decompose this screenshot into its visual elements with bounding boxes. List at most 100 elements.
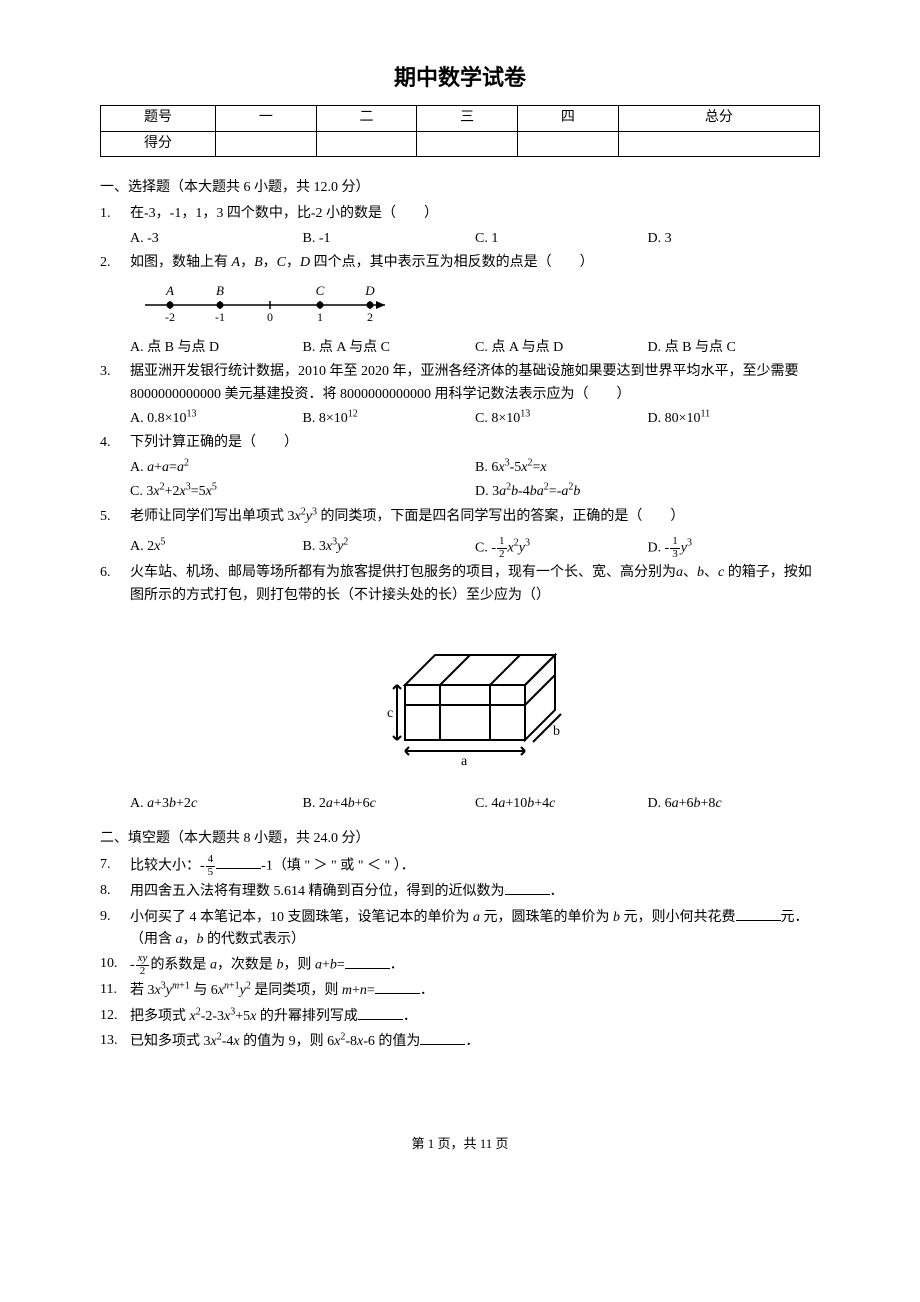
question: 6. 火车站、机场、邮局等场所都有为旅客提供打包服务的项目，现有一个长、宽、高分… bbox=[100, 562, 820, 816]
fill-blank bbox=[420, 1030, 465, 1045]
option-a: A. 2x5 bbox=[130, 536, 303, 560]
option-c: C. 3x2+2x3=5x5 bbox=[130, 481, 475, 503]
table-row: 题号 一 二 三 四 总分 bbox=[101, 106, 820, 131]
option-c: C. -12x2y3 bbox=[475, 536, 648, 560]
option-d: D. -13y3 bbox=[648, 536, 821, 560]
question-text: 已知多项式 3x2-4x 的值为 9，则 6x2-8x-6 的值为． bbox=[130, 1030, 820, 1053]
section-heading: 一、选择题（本大题共 6 小题，共 12.0 分） bbox=[100, 177, 820, 199]
svg-text:c: c bbox=[387, 706, 393, 721]
question-text: 若 3x3ym+1 与 6xn+1y2 是同类项，则 m+n=． bbox=[130, 979, 820, 1002]
question: 10. -xy2的系数是 a，次数是 b，则 a+b=． bbox=[100, 953, 820, 977]
option-c: C. 1 bbox=[475, 228, 648, 250]
svg-text:B: B bbox=[216, 283, 224, 298]
question: 3. 据亚洲开发银行统计数据，2010 年至 2020 年，亚洲各经济体的基础设… bbox=[100, 361, 820, 430]
cell bbox=[618, 131, 819, 156]
svg-text:-1: -1 bbox=[215, 310, 225, 324]
question-text: -xy2的系数是 a，次数是 b，则 a+b=． bbox=[130, 953, 820, 977]
svg-text:-2: -2 bbox=[165, 310, 175, 324]
svg-text:1: 1 bbox=[317, 310, 323, 324]
question: 13. 已知多项式 3x2-4x 的值为 9，则 6x2-8x-6 的值为． bbox=[100, 1030, 820, 1053]
option-b: B. 3x3y2 bbox=[303, 536, 476, 560]
question-text: 在-3，-1，1，3 四个数中，比-2 小的数是（ ） bbox=[130, 203, 820, 225]
cell bbox=[216, 131, 317, 156]
question-text: 比较大小：-45-1（填 " ＞ " 或 " ＜ " ）． bbox=[130, 854, 820, 878]
svg-text:C: C bbox=[316, 283, 325, 298]
question-number: 12. bbox=[100, 1005, 130, 1027]
section-heading: 二、填空题（本大题共 8 小题，共 24.0 分） bbox=[100, 828, 820, 850]
svg-text:D: D bbox=[364, 283, 375, 298]
option-a: A. 点 B 与点 D bbox=[130, 337, 303, 359]
option-b: B. 6x3-5x2=x bbox=[475, 457, 820, 479]
option-b: B. 2a+4b+6c bbox=[303, 793, 476, 815]
option-d: D. 80×1011 bbox=[648, 408, 821, 430]
cell: 三 bbox=[417, 106, 518, 131]
option-d: D. 3a2b-4ba2=-a2b bbox=[475, 481, 820, 503]
cell bbox=[518, 131, 619, 156]
option-d: D. 点 B 与点 C bbox=[648, 337, 821, 359]
cell: 题号 bbox=[101, 106, 216, 131]
question: 12. 把多项式 x2-2-3x3+5x 的升幂排列写成． bbox=[100, 1005, 820, 1028]
question-text: 把多项式 x2-2-3x3+5x 的升幂排列写成． bbox=[130, 1005, 820, 1028]
question-number: 3. bbox=[100, 361, 130, 383]
question-number: 1. bbox=[100, 203, 130, 225]
question: 9. 小何买了 4 本笔记本，10 支圆珠笔，设笔记本的单价为 a 元，圆珠笔的… bbox=[100, 906, 820, 952]
table-row: 得分 bbox=[101, 131, 820, 156]
fill-blank bbox=[345, 954, 390, 969]
fill-blank bbox=[736, 906, 781, 921]
question-text: 老师让同学们写出单项式 3x2y3 的同类项，下面是四名同学写出的答案，正确的是… bbox=[130, 506, 820, 528]
fill-blank bbox=[505, 880, 550, 895]
question-text: 下列计算正确的是（ ） bbox=[130, 432, 820, 454]
question-number: 2. bbox=[100, 252, 130, 274]
question: 4. 下列计算正确的是（ ） A. a+a=a2 B. 6x3-5x2=x C.… bbox=[100, 432, 820, 503]
page-footer: 第 1 页，共 11 页 bbox=[100, 1134, 820, 1155]
question: 8. 用四舍五入法将有理数 5.614 精确到百分位，得到的近似数为． bbox=[100, 880, 820, 903]
option-d: D. 3 bbox=[648, 228, 821, 250]
option-a: A. a+3b+2c bbox=[130, 793, 303, 815]
question: 1. 在-3，-1，1，3 四个数中，比-2 小的数是（ ） A. -3 B. … bbox=[100, 203, 820, 250]
question-text: 据亚洲开发银行统计数据，2010 年至 2020 年，亚洲各经济体的基础设施如果… bbox=[130, 361, 820, 406]
question: 2. 如图，数轴上有 A，B，C，D 四个点，其中表示互为相反数的点是（ ） bbox=[100, 252, 820, 359]
option-c: C. 点 A 与点 D bbox=[475, 337, 648, 359]
option-a: A. -3 bbox=[130, 228, 303, 250]
svg-text:2: 2 bbox=[367, 310, 373, 324]
svg-text:0: 0 bbox=[267, 310, 273, 324]
question-number: 13. bbox=[100, 1030, 130, 1052]
question-text: 小何买了 4 本笔记本，10 支圆珠笔，设笔记本的单价为 a 元，圆珠笔的单价为… bbox=[130, 906, 820, 952]
question: 11. 若 3x3ym+1 与 6xn+1y2 是同类项，则 m+n=． bbox=[100, 979, 820, 1002]
cell: 得分 bbox=[101, 131, 216, 156]
svg-text:A: A bbox=[165, 283, 174, 298]
option-a: A. a+a=a2 bbox=[130, 457, 475, 479]
option-b: B. 点 A 与点 C bbox=[303, 337, 476, 359]
option-c: C. 8×1013 bbox=[475, 408, 648, 430]
box-diagram: c a b bbox=[130, 625, 820, 783]
svg-text:b: b bbox=[553, 724, 560, 739]
cell: 四 bbox=[518, 106, 619, 131]
question-text: 用四舍五入法将有理数 5.614 精确到百分位，得到的近似数为． bbox=[130, 880, 820, 903]
question-number: 11. bbox=[100, 979, 130, 1001]
question: 5. 老师让同学们写出单项式 3x2y3 的同类项，下面是四名同学写出的答案，正… bbox=[100, 506, 820, 560]
cell bbox=[316, 131, 417, 156]
number-line-diagram: A B C D -2 -1 0 1 2 bbox=[140, 281, 820, 333]
cell: 总分 bbox=[618, 106, 819, 131]
page-title: 期中数学试卷 bbox=[100, 60, 820, 95]
question-number: 6. bbox=[100, 562, 130, 584]
question-number: 4. bbox=[100, 432, 130, 454]
question-text: 如图，数轴上有 A，B，C，D 四个点，其中表示互为相反数的点是（ ） bbox=[130, 252, 820, 274]
cell: 二 bbox=[316, 106, 417, 131]
option-d: D. 6a+6b+8c bbox=[648, 793, 821, 815]
fill-blank bbox=[375, 979, 420, 994]
question-number: 8. bbox=[100, 880, 130, 902]
question-number: 7. bbox=[100, 854, 130, 876]
fill-blank bbox=[358, 1005, 403, 1020]
question-text: 火车站、机场、邮局等场所都有为旅客提供打包服务的项目，现有一个长、宽、高分别为a… bbox=[130, 562, 820, 607]
question-number: 9. bbox=[100, 906, 130, 928]
option-b: B. 8×1012 bbox=[303, 408, 476, 430]
option-c: C. 4a+10b+4c bbox=[475, 793, 648, 815]
question: 7. 比较大小：-45-1（填 " ＞ " 或 " ＜ " ）． bbox=[100, 854, 820, 878]
cell bbox=[417, 131, 518, 156]
svg-text:a: a bbox=[461, 754, 468, 769]
fill-blank bbox=[216, 854, 261, 869]
question-number: 5. bbox=[100, 506, 130, 528]
option-b: B. -1 bbox=[303, 228, 476, 250]
cell: 一 bbox=[216, 106, 317, 131]
